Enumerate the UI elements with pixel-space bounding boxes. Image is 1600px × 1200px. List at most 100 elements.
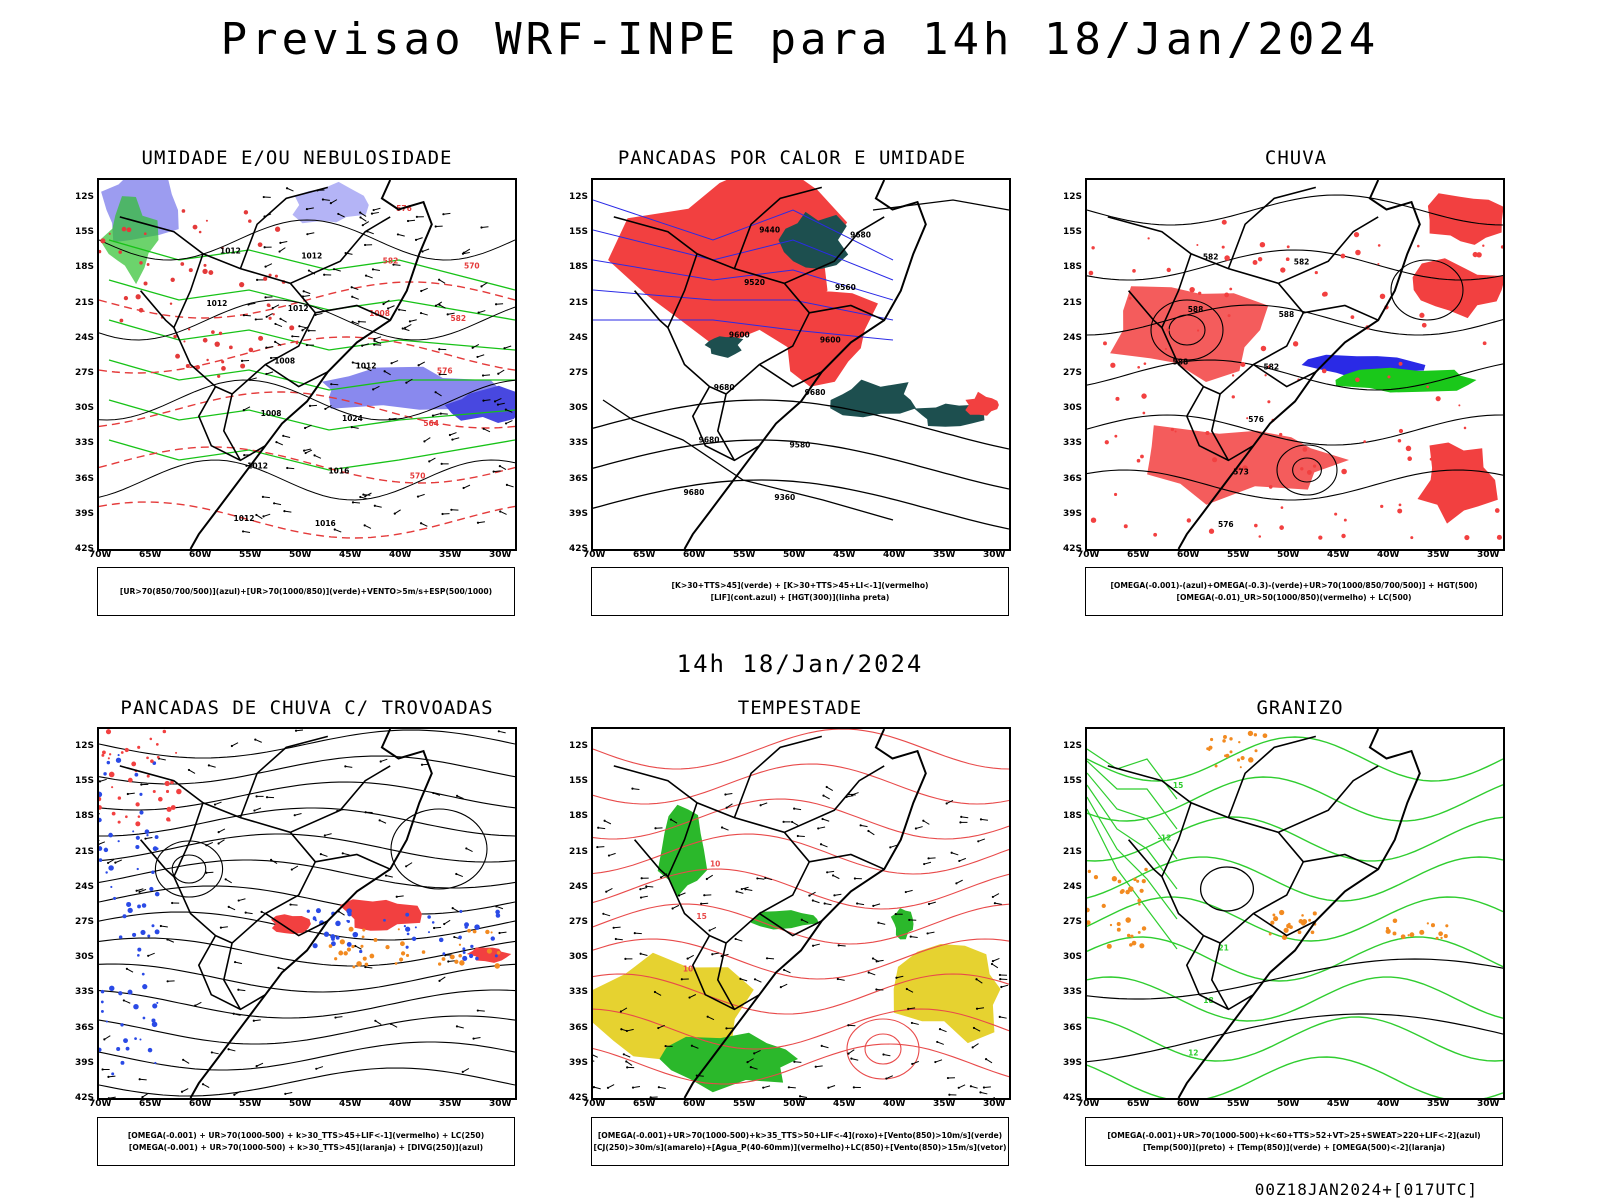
divergence-blue-speck	[105, 1020, 108, 1023]
temp850-contour	[1087, 784, 1178, 890]
divergence-blue-speck	[458, 935, 462, 940]
wind-vector-head	[428, 460, 431, 463]
streamline-arrow	[448, 960, 456, 962]
wind-vector-head	[823, 902, 826, 905]
thunder-red-speck	[170, 780, 174, 785]
water-vapor-contour	[593, 798, 1009, 840]
legend-line: [OMEGA(-0.001)+UR>70(1000-500)+k>35_TTS>…	[597, 1130, 1003, 1140]
streamline-arrow-head	[319, 853, 322, 856]
lon-label: 55W	[733, 1099, 756, 1109]
wind-vector	[958, 1084, 966, 1089]
contour-green	[108, 239, 515, 291]
wind-vector-head	[822, 794, 825, 797]
coastline	[683, 729, 927, 1098]
omega-orange-speck	[1312, 911, 1317, 916]
wind-vector	[505, 420, 513, 424]
wind-vector-head	[414, 238, 418, 241]
wind-vector-head	[329, 202, 332, 205]
wind-vector-head	[734, 937, 737, 941]
rain-red-speck	[1472, 251, 1478, 258]
wind-vector-head	[265, 315, 268, 318]
omega-orange-speck	[1400, 934, 1406, 940]
wind-vector-head	[301, 329, 304, 332]
wind-vector-head	[390, 362, 393, 365]
wind-vector	[322, 198, 330, 201]
wind-vector-head	[999, 978, 1002, 981]
contour-green	[108, 439, 515, 471]
wind-vector-head	[690, 1044, 694, 1047]
streamline-arrow-head	[433, 926, 436, 930]
wind-vector	[498, 369, 505, 375]
low-pressure-ring	[1150, 299, 1224, 361]
divergence-blue-speck	[475, 956, 479, 961]
streamline-arrow-head	[147, 954, 150, 957]
lon-label: 65W	[633, 550, 656, 560]
wind-vector	[374, 340, 382, 345]
wind-vector	[351, 286, 359, 291]
wind-vector	[406, 378, 413, 384]
streamline-arrow-head	[232, 1012, 235, 1015]
wind-vector	[767, 957, 775, 960]
thunder-red-speck	[162, 729, 167, 734]
wind-vector	[334, 529, 342, 533]
omega-orange-speck	[1141, 879, 1146, 884]
rain-red-speck	[1242, 465, 1248, 471]
streamline-arrow-head	[284, 1092, 287, 1095]
wind-vector-head	[274, 340, 277, 343]
streamline-arrow	[456, 1025, 464, 1029]
streamline-arrow-head	[341, 852, 344, 855]
wind-vector-head	[498, 464, 501, 468]
streamline-arrow-head	[315, 1067, 318, 1070]
wind-vector	[911, 1022, 919, 1025]
wind-vector-head	[305, 343, 308, 347]
map-svg-pancadas-calor: 9680968096809600952094409360958096809600…	[593, 180, 1009, 549]
contour-label: 9360	[774, 493, 795, 502]
wind-vector	[939, 1028, 947, 1033]
wind-vector-head	[605, 890, 608, 893]
lc-contour	[846, 1018, 920, 1080]
omega-orange-speck	[1223, 735, 1227, 739]
divergence-blue-speck	[118, 935, 123, 939]
wind-vector-head	[408, 320, 412, 323]
wind-vector	[658, 1024, 665, 1029]
divergence-blue-speck	[108, 832, 113, 838]
wind-vector-head	[420, 289, 423, 293]
divergence-blue-speck	[335, 920, 341, 927]
divergence-blue-speck	[137, 904, 141, 909]
thunder-red-speck	[111, 811, 116, 816]
lat-label: 39S	[569, 508, 589, 519]
streamline	[99, 963, 515, 993]
wind-vector	[306, 207, 314, 210]
lat-label: 42S	[75, 544, 95, 554]
rain-red-area	[1427, 193, 1503, 245]
wind-vector-head	[438, 278, 441, 281]
streamline-arrow	[211, 1051, 219, 1055]
wind-vector-head	[286, 466, 289, 470]
lon-label: 70W	[1077, 550, 1100, 560]
wind-vector-head	[706, 1015, 709, 1018]
divergence-blue-speck	[405, 945, 409, 949]
wind-vector-head	[645, 885, 648, 888]
wind-vector-head	[419, 311, 423, 315]
water-vapor-contour	[593, 1008, 1009, 1050]
wind-vector	[304, 448, 312, 452]
rain-red-speck	[1147, 237, 1150, 240]
lon-label: 45W	[833, 1099, 856, 1109]
contour-label: 9680	[805, 388, 826, 397]
thunder-red-speck	[117, 820, 121, 824]
rain-red-speck	[1341, 533, 1346, 539]
wind-vector	[812, 943, 820, 947]
contour-red-dashed	[99, 281, 515, 319]
divergence-blue-speck	[151, 1021, 158, 1028]
wind-vector	[834, 893, 842, 896]
thunder-orange-speck	[364, 962, 369, 967]
lat-label: 21S	[1063, 297, 1083, 308]
omega-orange-speck	[1240, 755, 1245, 761]
thunder-orange-speck	[467, 928, 471, 933]
lon-label: 65W	[633, 1099, 656, 1109]
omega-orange-speck	[1426, 922, 1429, 925]
lat-label: 12S	[75, 192, 95, 202]
streamline-arrow	[108, 1096, 116, 1098]
contour-label: 576	[437, 366, 453, 375]
streamline-arrow	[234, 961, 243, 965]
